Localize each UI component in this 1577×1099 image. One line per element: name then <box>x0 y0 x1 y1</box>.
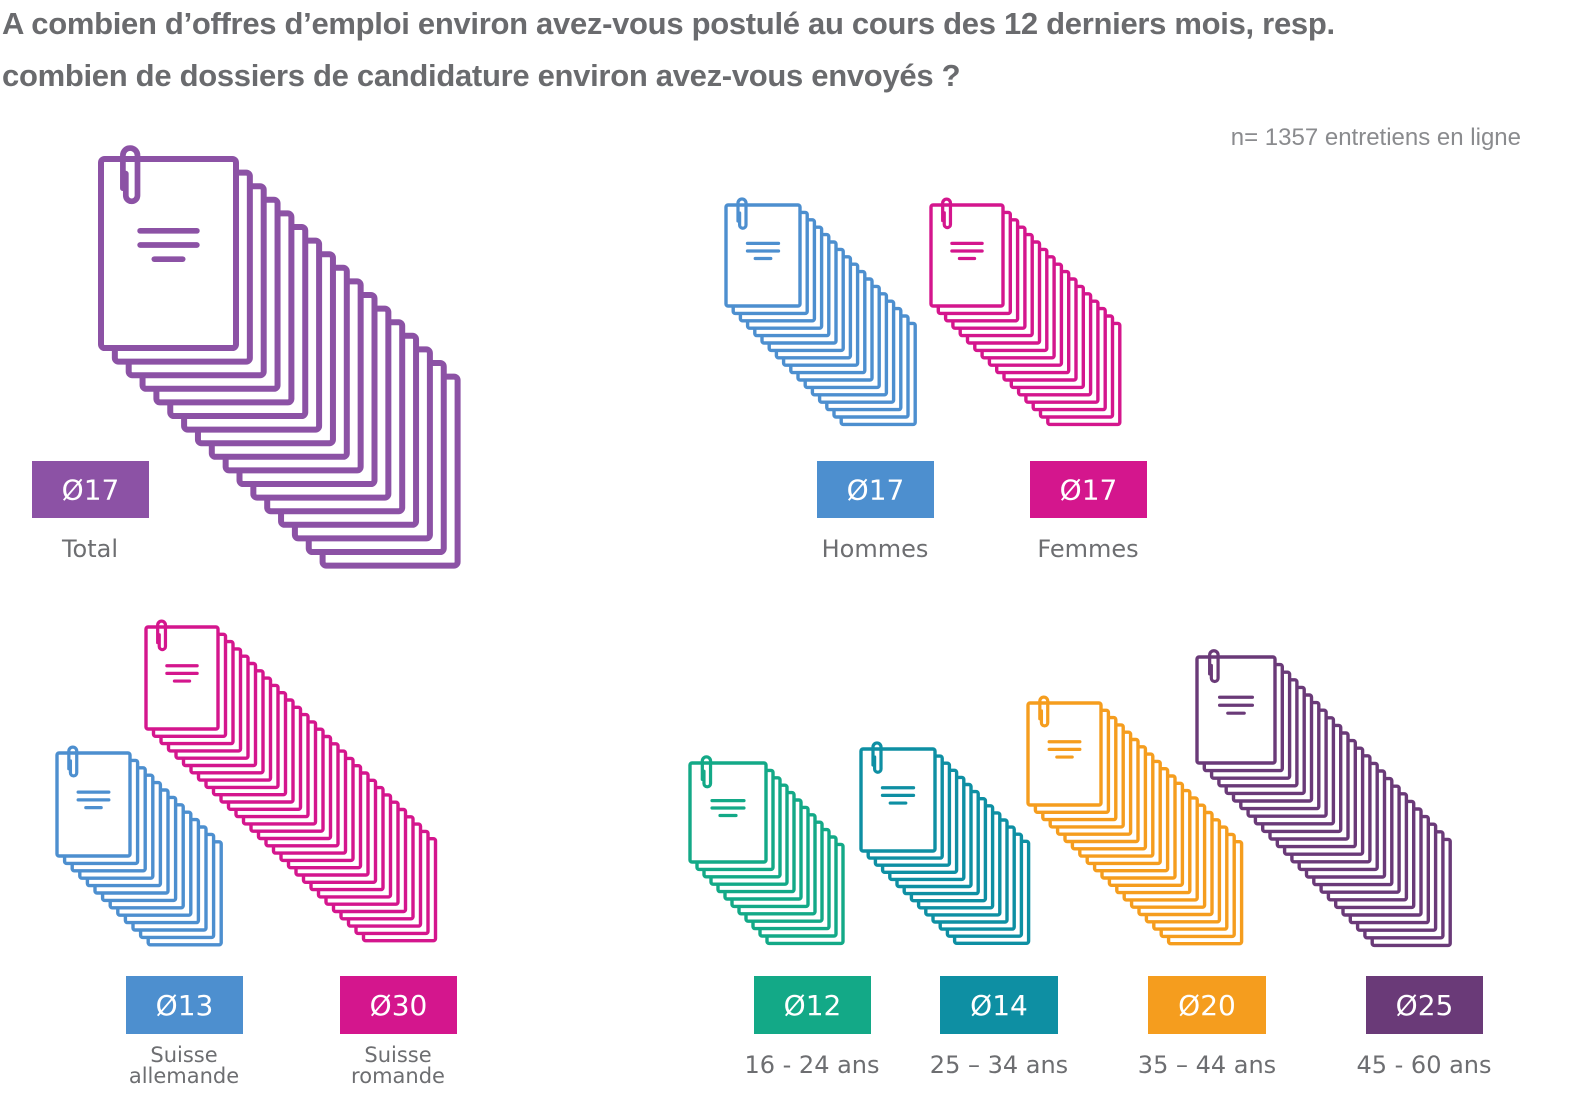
document-stack-25-34-ans: Ø14 25 – 34 ans <box>859 741 1068 1079</box>
paperclip-icon <box>941 197 953 230</box>
group-sexe: Ø17 Hommes Ø17 Femmes <box>724 197 1147 563</box>
category-label-suisse-romande: romande <box>351 1064 445 1088</box>
paperclip-document-icon <box>941 197 984 261</box>
chart-title-line-1: A combien d’offres d’emploi environ avez… <box>2 6 1335 41</box>
document-sheet-front <box>1026 701 1103 807</box>
value-label-45-60-ans: Ø25 <box>1396 989 1454 1022</box>
chart-title: A combien d’offres d’emploi environ avez… <box>2 0 1562 102</box>
paperclip-icon <box>871 741 883 774</box>
paperclip-icon <box>120 145 141 205</box>
paperclip-icon <box>1038 695 1050 728</box>
paperclip-document-icon <box>156 619 199 683</box>
value-badge-suisse-allemande <box>126 976 243 1034</box>
value-badge-femmes <box>1030 461 1147 518</box>
value-badge-total <box>32 461 149 518</box>
document-sheet-front <box>859 747 937 853</box>
paperclip-document-icon <box>700 755 746 818</box>
group-total: Ø17 Total <box>32 145 461 569</box>
group--ge: Ø12 16 - 24 ans Ø14 25 – 34 ans Ø20 35 – 44 a… <box>688 649 1492 1079</box>
document-sheet-front <box>55 751 132 858</box>
category-label-suisse-allemande: allemande <box>129 1064 239 1088</box>
category-label-suisse-romande: Suisse <box>364 1043 431 1067</box>
paperclip-document-icon <box>67 745 111 810</box>
value-label-35-44-ans: Ø20 <box>1178 989 1236 1022</box>
document-stack-femmes: Ø17 Femmes <box>929 197 1147 563</box>
category-label-25-34-ans: 25 – 34 ans <box>930 1051 1068 1079</box>
category-label-16-24-ans: 16 - 24 ans <box>744 1051 879 1079</box>
value-label-femmes: Ø17 <box>1060 474 1118 507</box>
document-sheet-front <box>144 625 220 731</box>
value-badge-25-34-ans <box>940 976 1058 1034</box>
paperclip-document-icon <box>120 145 200 263</box>
paperclip-icon <box>156 619 168 652</box>
value-label-suisse-romande: Ø30 <box>370 989 428 1022</box>
paperclip-icon <box>67 745 79 778</box>
category-label-45-60-ans: 45 - 60 ans <box>1356 1051 1491 1079</box>
value-label-suisse-allemande: Ø13 <box>156 989 214 1022</box>
paperclip-document-icon <box>871 741 916 805</box>
document-stack-45-60-ans: Ø25 45 - 60 ans <box>1195 649 1492 1079</box>
value-label-16-24-ans: Ø12 <box>784 989 842 1022</box>
value-badge-35-44-ans <box>1148 976 1266 1034</box>
paperclip-document-icon <box>1038 695 1082 759</box>
value-badge-suisse-romande <box>340 976 457 1034</box>
paperclip-icon <box>700 755 713 789</box>
paperclip-document-icon <box>1208 649 1254 715</box>
value-badge-hommes <box>817 461 934 518</box>
document-stack-total: Ø17 Total <box>32 145 461 569</box>
document-sheet-front <box>1195 655 1277 765</box>
document-stack-16-24-ans: Ø12 16 - 24 ans <box>688 755 880 1079</box>
value-label-total: Ø17 <box>62 474 120 507</box>
value-label-hommes: Ø17 <box>847 474 905 507</box>
document-stack-35-44-ans: Ø20 35 – 44 ans <box>1026 695 1276 1079</box>
category-label-total: Total <box>61 535 118 563</box>
value-badge-45-60-ans <box>1366 976 1483 1034</box>
category-label-35-44-ans: 35 – 44 ans <box>1138 1051 1276 1079</box>
sample-size-note: n= 1357 entretiens en ligne <box>1230 124 1521 151</box>
category-label-suisse-allemande: Suisse <box>150 1043 217 1067</box>
paperclip-icon <box>1208 649 1220 683</box>
category-label-hommes: Hommes <box>822 535 929 563</box>
document-sheet-front <box>929 203 1005 308</box>
document-sheet-front <box>98 156 239 351</box>
value-badge-16-24-ans <box>754 976 871 1034</box>
paperclip-icon <box>736 197 748 230</box>
category-label-femmes: Femmes <box>1037 535 1138 563</box>
document-sheet-front <box>724 203 802 308</box>
paperclip-document-icon <box>736 197 781 261</box>
value-label-25-34-ans: Ø14 <box>970 989 1028 1022</box>
document-stack-hommes: Ø17 Hommes <box>724 197 934 563</box>
chart-title-line-2: combien de dossiers de candidature envir… <box>2 58 961 93</box>
